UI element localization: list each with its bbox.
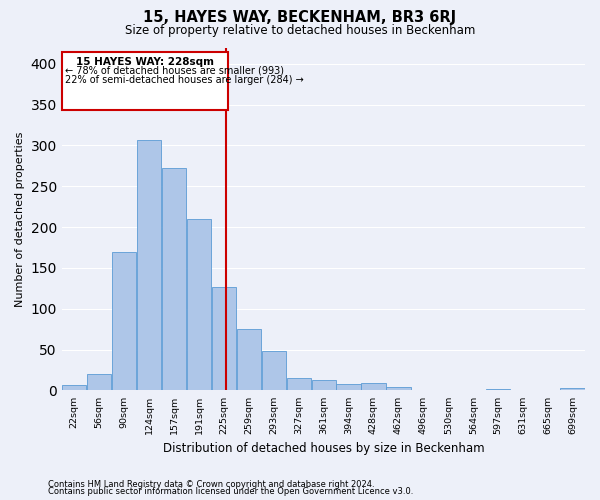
Text: Contains public sector information licensed under the Open Government Licence v3: Contains public sector information licen… [48,487,413,496]
Bar [112,252,136,390]
Bar [486,389,510,390]
Text: 15 HAYES WAY: 228sqm: 15 HAYES WAY: 228sqm [76,58,214,68]
Bar [312,380,335,390]
Bar [62,52,228,110]
Bar [361,383,386,390]
Bar [187,219,211,390]
Bar [212,286,236,391]
Bar [62,384,86,390]
Text: ← 78% of detached houses are smaller (993): ← 78% of detached houses are smaller (99… [65,66,284,76]
Bar [336,384,361,390]
Bar [560,388,585,390]
Y-axis label: Number of detached properties: Number of detached properties [15,132,25,306]
Text: Contains HM Land Registry data © Crown copyright and database right 2024.: Contains HM Land Registry data © Crown c… [48,480,374,489]
X-axis label: Distribution of detached houses by size in Beckenham: Distribution of detached houses by size … [163,442,484,455]
Text: 22% of semi-detached houses are larger (284) →: 22% of semi-detached houses are larger (… [65,76,304,86]
Bar [237,329,262,390]
Bar [162,168,187,390]
Bar [287,378,311,390]
Bar [87,374,112,390]
Text: 15, HAYES WAY, BECKENHAM, BR3 6RJ: 15, HAYES WAY, BECKENHAM, BR3 6RJ [143,10,457,25]
Text: Size of property relative to detached houses in Beckenham: Size of property relative to detached ho… [125,24,475,37]
Bar [386,387,410,390]
Bar [262,351,286,391]
Bar [137,140,161,390]
